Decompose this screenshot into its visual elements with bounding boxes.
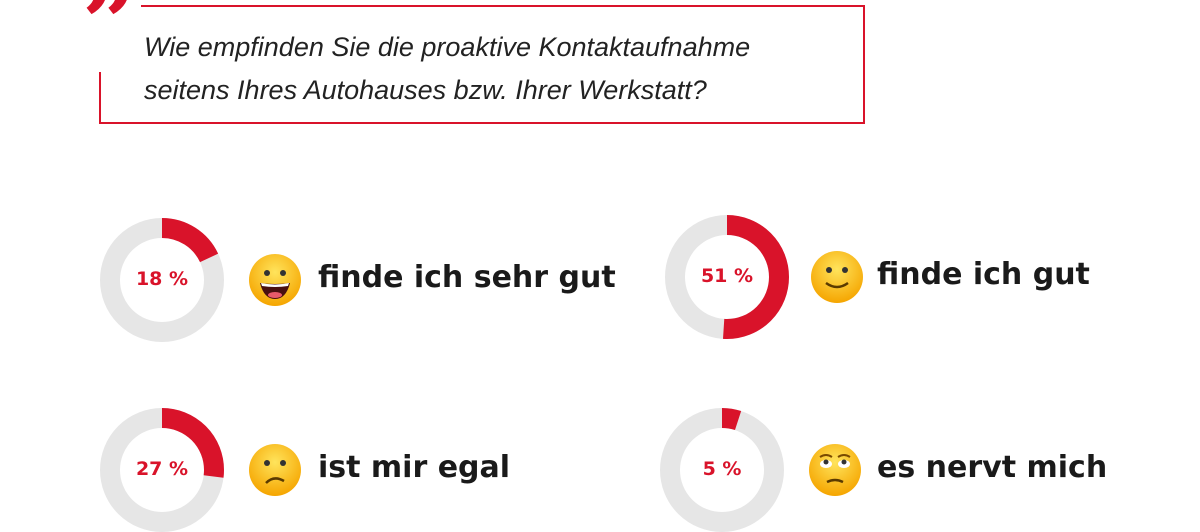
donut-value-arc — [660, 408, 784, 532]
percent-label: 18 % — [135, 268, 189, 290]
answer-label: finde ich sehr gut — [318, 260, 616, 295]
answer-label: ist mir egal — [318, 450, 511, 485]
quote-mark-icon: ” — [78, 0, 142, 72]
percent-label: 51 % — [700, 265, 754, 287]
question-text: Wie empfinden Sie die proaktive Kontakta… — [144, 26, 750, 112]
slightly-smiling-face-icon — [811, 251, 863, 303]
question-line-2: seitens Ihres Autohauses bzw. Ihrer Werk… — [144, 75, 707, 105]
percent-label: 27 % — [135, 458, 189, 480]
donut-value-arc — [100, 218, 224, 342]
confused-face-icon — [249, 444, 301, 496]
donut-chart — [665, 215, 789, 339]
grinning-face-icon — [249, 254, 301, 306]
answer-label: finde ich gut — [877, 257, 1090, 292]
donut-value-arc — [100, 408, 224, 532]
donut-value-arc — [665, 215, 789, 339]
face-with-rolling-eyes-icon — [809, 444, 861, 496]
question-line-1: Wie empfinden Sie die proaktive Kontakta… — [144, 32, 751, 62]
percent-label: 5 % — [702, 458, 742, 480]
donut-chart — [100, 218, 224, 342]
answer-label: es nervt mich — [877, 450, 1108, 485]
